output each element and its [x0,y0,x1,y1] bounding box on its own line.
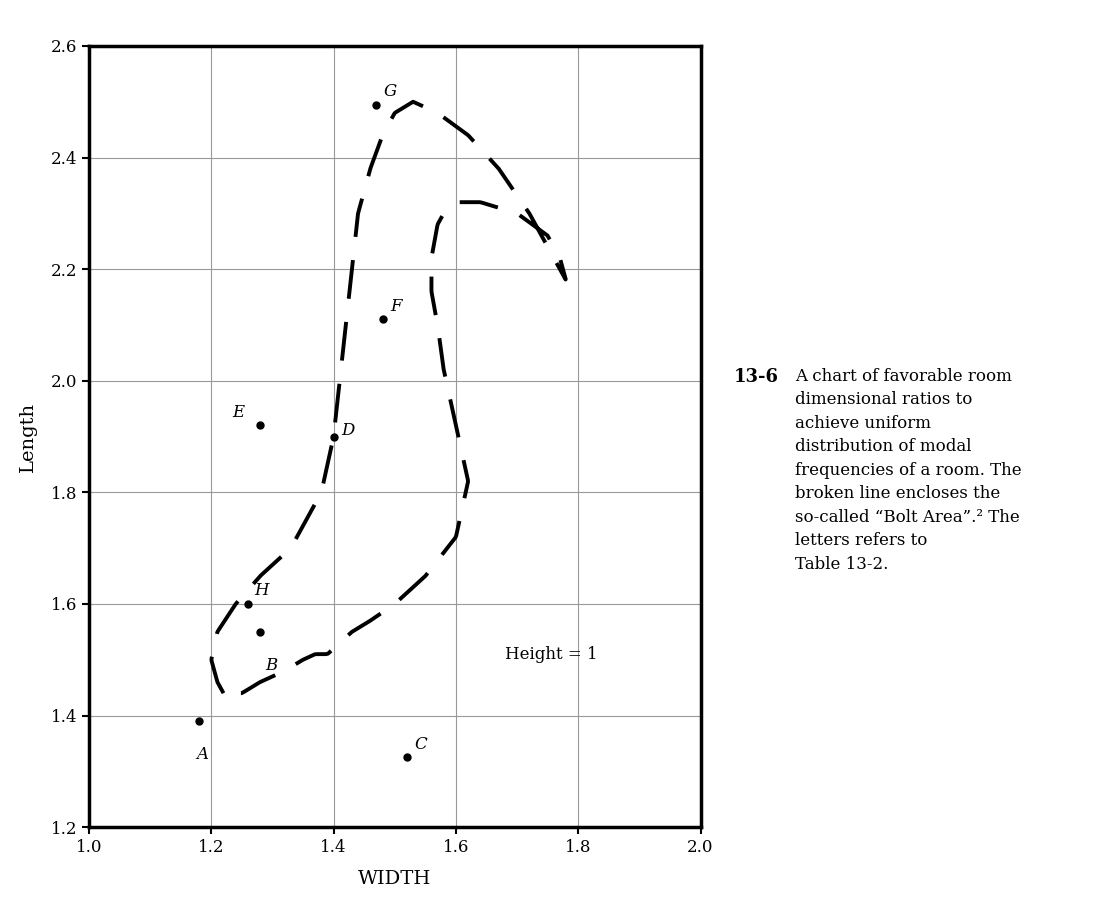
Text: 13-6: 13-6 [734,368,778,386]
Text: C: C [415,736,427,753]
Text: A: A [196,746,208,763]
X-axis label: WIDTH: WIDTH [358,869,431,888]
Text: B: B [265,657,277,674]
Text: E: E [232,404,245,421]
Text: G: G [384,83,397,100]
Text: F: F [390,298,401,315]
Text: H: H [255,583,269,599]
Y-axis label: Length: Length [19,402,37,471]
Text: D: D [341,423,355,439]
Text: Height = 1: Height = 1 [505,646,597,663]
Text: A chart of favorable room
dimensional ratios to
achieve uniform
distribution of : A chart of favorable room dimensional ra… [795,368,1022,573]
